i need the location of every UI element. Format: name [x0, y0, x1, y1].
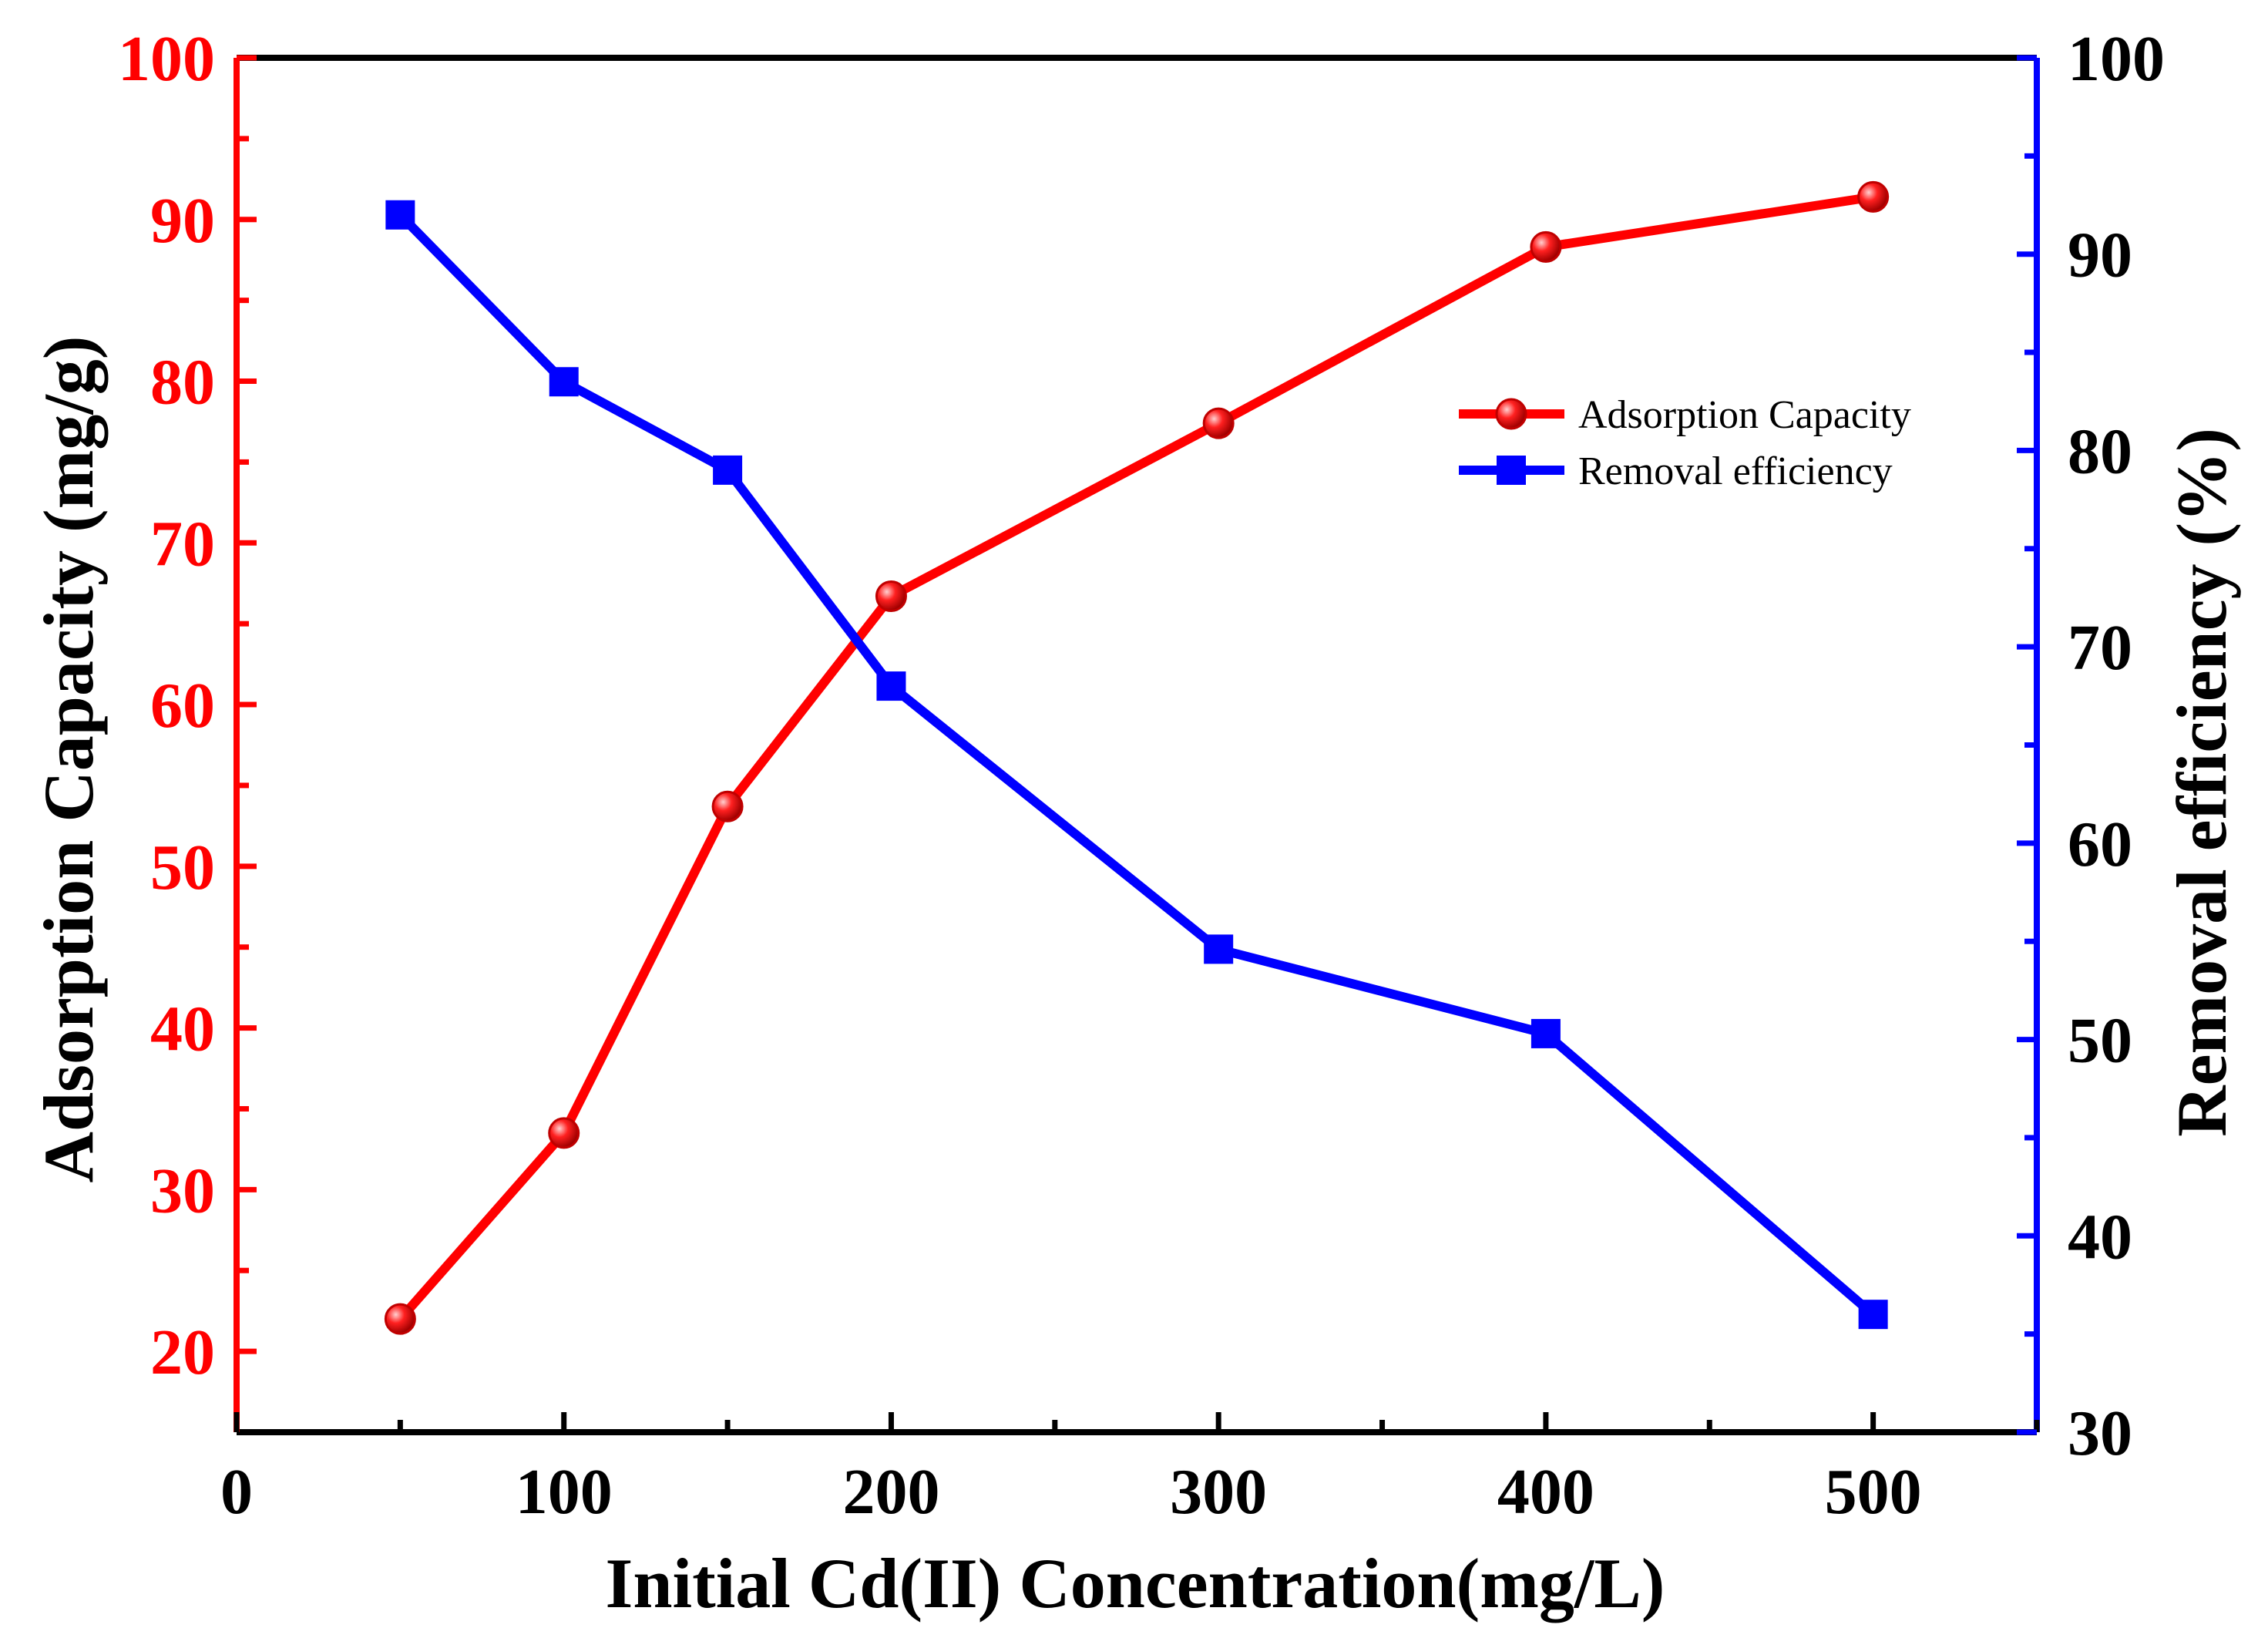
y-right-tick-label: 80 [2068, 415, 2132, 487]
x-tick-label: 300 [1170, 1456, 1267, 1528]
y-right-tick-label: 30 [2068, 1398, 2132, 1469]
y-right-tick-label: 100 [2068, 23, 2165, 95]
removal-point [549, 367, 579, 397]
y-right-axis-title: Removal efficiency (%) [2162, 428, 2241, 1137]
legend-removal-label: Removal efficiency [1578, 449, 1893, 493]
y-left-tick-label: 20 [150, 1317, 215, 1388]
removal-point [876, 671, 906, 701]
legend: Adsorption Capacity Removal efficiency [1459, 393, 1911, 493]
y-right-tick-label: 90 [2068, 220, 2132, 291]
adsorption-point [711, 790, 744, 822]
y-left-axis-title: Adsorption Capacity (mg/g) [29, 336, 108, 1183]
adsorption-point [1202, 407, 1235, 439]
removal-point [1204, 934, 1234, 964]
legend-adsorption-label: Adsorption Capacity [1578, 393, 1911, 437]
removal-point [1530, 1018, 1561, 1048]
y-left-tick-label: 40 [150, 994, 215, 1065]
adsorption-point [548, 1117, 580, 1149]
adsorption-point [875, 580, 907, 613]
y-left-tick-label: 70 [150, 508, 215, 580]
tick-labels: 0 100 200 300 400 500 20 30 40 50 60 70 80 90 100 30 40 5… [118, 23, 2165, 1528]
removal-point [1858, 1300, 1888, 1330]
x-tick-label: 200 [842, 1456, 939, 1528]
y-right-tick-label: 70 [2068, 612, 2132, 684]
adsorption-point [1530, 230, 1562, 263]
removal-point [713, 455, 743, 485]
y-left-tick-label: 30 [150, 1155, 215, 1226]
adsorption-point [1857, 180, 1890, 213]
x-tick-label: 500 [1825, 1456, 1922, 1528]
x-axis-title: Initial Cd(II) Concentration(mg/L) [606, 1544, 1665, 1623]
x-tick-label: 100 [516, 1456, 613, 1528]
y-right-tick-label: 50 [2068, 1005, 2132, 1077]
legend-removal-marker [1497, 456, 1526, 485]
adsorption-point [384, 1303, 416, 1335]
series-layer [384, 180, 1890, 1335]
removal-point [385, 200, 415, 230]
y-left-tick-label: 60 [150, 670, 215, 742]
y-right-tick-label: 60 [2068, 809, 2132, 880]
x-tick-label: 0 [220, 1456, 253, 1528]
y-left-tick-label: 90 [150, 185, 215, 257]
legend-adsorption-marker [1495, 398, 1527, 430]
x-tick-label: 400 [1497, 1456, 1594, 1528]
y-left-tick-label: 100 [118, 23, 215, 95]
y-left-tick-label: 50 [150, 832, 215, 903]
y-right-tick-label: 40 [2068, 1201, 2132, 1273]
axes-layer [234, 55, 2040, 1435]
y-left-tick-label: 80 [150, 347, 215, 419]
